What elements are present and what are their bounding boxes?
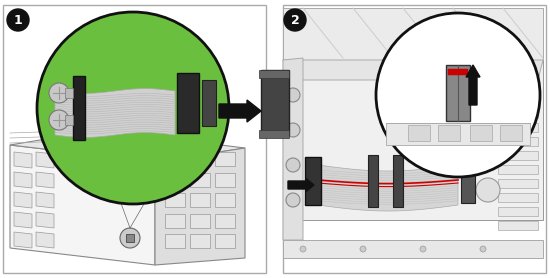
Bar	[498, 123, 538, 132]
Polygon shape	[36, 232, 54, 248]
Polygon shape	[283, 8, 543, 60]
Polygon shape	[283, 58, 303, 240]
Circle shape	[120, 228, 140, 248]
Polygon shape	[190, 193, 210, 207]
Bar	[65, 115, 73, 125]
Polygon shape	[190, 173, 210, 187]
Polygon shape	[190, 152, 210, 166]
Polygon shape	[215, 173, 235, 187]
Circle shape	[360, 246, 366, 252]
Bar	[446, 65, 470, 121]
Bar	[498, 95, 538, 104]
Circle shape	[476, 178, 500, 202]
Circle shape	[480, 246, 486, 252]
Polygon shape	[36, 192, 54, 208]
Bar	[283, 240, 543, 258]
Polygon shape	[36, 172, 54, 188]
Circle shape	[284, 9, 306, 31]
Circle shape	[49, 83, 69, 103]
Polygon shape	[155, 148, 245, 265]
Polygon shape	[14, 232, 32, 248]
Bar	[498, 193, 538, 202]
FancyArrow shape	[219, 100, 261, 122]
Bar	[73, 76, 85, 140]
Bar	[448, 69, 468, 75]
Circle shape	[286, 123, 300, 137]
Polygon shape	[190, 234, 210, 248]
Polygon shape	[14, 192, 32, 208]
Bar	[498, 179, 538, 188]
Circle shape	[49, 110, 69, 130]
Circle shape	[286, 88, 300, 102]
Polygon shape	[36, 212, 54, 228]
Bar	[498, 221, 538, 230]
Text: 1: 1	[14, 14, 23, 26]
Polygon shape	[10, 130, 245, 162]
Circle shape	[286, 158, 300, 172]
Bar	[126, 234, 134, 242]
Circle shape	[420, 246, 426, 252]
Bar	[177, 73, 199, 133]
Polygon shape	[215, 152, 235, 166]
Polygon shape	[10, 145, 155, 265]
Polygon shape	[283, 60, 543, 80]
Polygon shape	[165, 152, 185, 166]
Circle shape	[7, 9, 29, 31]
Bar	[448, 69, 468, 75]
Polygon shape	[165, 193, 185, 207]
Bar	[283, 5, 546, 273]
Polygon shape	[165, 214, 185, 227]
Bar	[393, 155, 403, 207]
Bar	[498, 137, 538, 146]
Circle shape	[37, 12, 229, 204]
Bar	[500, 125, 522, 141]
Bar	[261, 70, 289, 135]
Polygon shape	[14, 152, 32, 168]
Bar	[498, 165, 538, 174]
Polygon shape	[165, 234, 185, 248]
Polygon shape	[318, 165, 458, 211]
Bar	[259, 130, 289, 138]
Bar	[65, 88, 73, 98]
Polygon shape	[215, 234, 235, 248]
Polygon shape	[55, 89, 175, 137]
Polygon shape	[14, 212, 32, 228]
Bar	[3, 5, 266, 273]
Bar	[470, 125, 492, 141]
FancyArrow shape	[288, 178, 314, 192]
Polygon shape	[36, 152, 54, 168]
Bar	[498, 207, 538, 216]
Bar	[498, 151, 538, 160]
Bar	[438, 125, 460, 141]
Polygon shape	[215, 193, 235, 207]
Polygon shape	[14, 172, 32, 188]
Polygon shape	[165, 173, 185, 187]
Circle shape	[376, 13, 540, 177]
Circle shape	[286, 193, 300, 207]
Text: 2: 2	[290, 14, 299, 26]
Bar	[305, 157, 321, 205]
Bar	[408, 125, 430, 141]
Circle shape	[300, 246, 306, 252]
Polygon shape	[283, 60, 543, 220]
Polygon shape	[190, 214, 210, 227]
Bar	[498, 109, 538, 118]
Bar	[202, 80, 216, 126]
Bar	[259, 70, 289, 78]
Bar	[368, 155, 378, 207]
Bar	[461, 157, 475, 203]
Bar	[386, 123, 530, 145]
Polygon shape	[215, 214, 235, 227]
FancyArrow shape	[466, 65, 480, 105]
